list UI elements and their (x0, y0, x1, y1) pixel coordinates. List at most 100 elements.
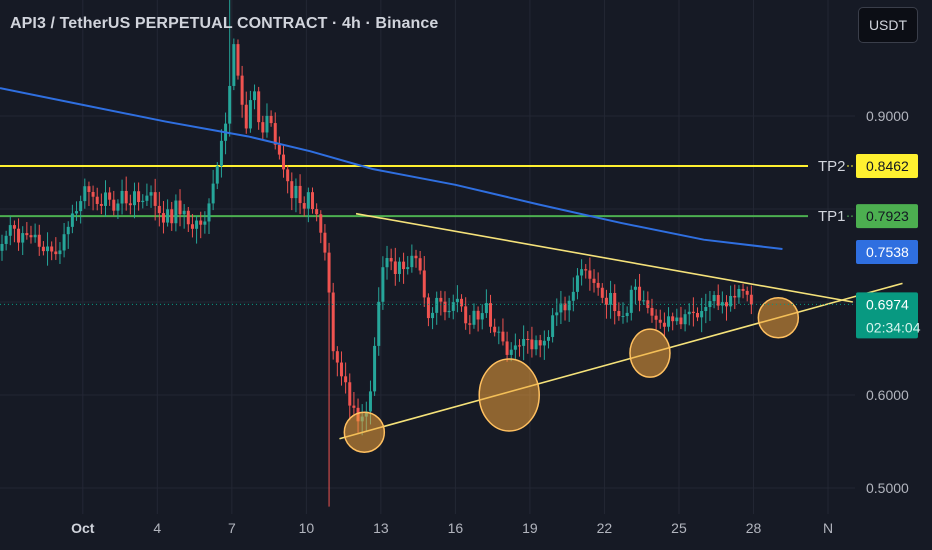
candle-body (50, 246, 54, 252)
candle-body (687, 311, 691, 315)
candle-body (75, 211, 79, 214)
candle-body (145, 195, 149, 201)
candle-body (319, 214, 323, 233)
candle-body (54, 251, 58, 255)
candle-body (339, 362, 343, 377)
candle-body (741, 288, 745, 291)
candle-body (604, 297, 608, 305)
candle-body (381, 267, 385, 302)
candle-body (633, 286, 637, 290)
candle-body (153, 192, 157, 206)
candle-body (518, 345, 521, 347)
candle-body (435, 297, 439, 313)
candle-body (414, 255, 418, 259)
candle-body (530, 339, 534, 350)
candle-body (62, 234, 66, 251)
time-tick-label: 22 (597, 520, 613, 536)
grid (0, 0, 855, 514)
candle-body (617, 311, 621, 317)
candle-body (642, 300, 646, 302)
candle-body (21, 233, 25, 243)
support-touch-circle (629, 328, 671, 378)
candle-body (182, 210, 186, 215)
candle-body (654, 315, 658, 320)
candle-body (480, 313, 484, 320)
candle-body (286, 169, 290, 182)
candle-body (708, 301, 712, 308)
candle-body (352, 405, 356, 408)
candle-body (696, 312, 700, 318)
time-tick-label: 10 (299, 520, 315, 536)
price-tag-ma-text: 0.7538 (866, 244, 909, 260)
price-tags: 0.8462 0.7923 0.7538 0.6974 02:34:04 (856, 154, 921, 339)
candle-body (460, 298, 464, 307)
candle-body (302, 203, 306, 209)
candle-body (273, 123, 277, 145)
candle-body (422, 270, 426, 298)
candle-body (559, 303, 563, 313)
candle-body (551, 315, 555, 337)
candle-body (513, 345, 517, 350)
candle-body (609, 292, 613, 305)
candle-body (25, 233, 29, 236)
candle-body (157, 205, 161, 214)
candle-body (261, 122, 265, 133)
price-tick-label: 0.9000 (866, 108, 909, 124)
candle-body (745, 290, 749, 295)
candle-body (716, 295, 720, 306)
candle-body (178, 200, 182, 215)
candle-body (468, 323, 472, 325)
support-touch-circle (478, 358, 540, 432)
candle-body (389, 258, 393, 262)
candle-body (431, 312, 435, 319)
candle-body (282, 154, 286, 170)
candle-body (534, 340, 538, 350)
candle-body (108, 192, 112, 200)
time-tick-label: 13 (373, 520, 389, 536)
candle-body (124, 190, 128, 204)
candle-body (149, 192, 153, 196)
candle-body (4, 235, 8, 244)
candle-body (439, 297, 443, 302)
candle-body (70, 213, 74, 227)
candle-body (712, 295, 716, 302)
price-tag-tp1-text: 0.7923 (866, 208, 909, 224)
candle-body (385, 258, 389, 268)
candle-body (348, 382, 352, 406)
candle-body (625, 312, 629, 317)
candle-body (571, 291, 575, 301)
support-touch-circle (343, 411, 386, 453)
price-tag-tp1-box (856, 204, 918, 229)
candle-body (671, 316, 675, 322)
candle-body (629, 289, 633, 313)
candle-body (344, 376, 348, 383)
candle-body (567, 300, 571, 311)
candle-body (240, 75, 244, 105)
candle-body (426, 297, 430, 319)
candle-body (215, 166, 219, 184)
candle-body (232, 44, 236, 86)
candle-body (207, 203, 211, 222)
candle-body (277, 144, 281, 155)
time-axis[interactable]: Oct 4 7 10 13 16 19 22 25 28 N (71, 520, 833, 536)
time-tick-label: 25 (671, 520, 687, 536)
candle-body (166, 209, 170, 223)
candle-body (737, 288, 741, 298)
candle-body (613, 292, 617, 312)
candle-body (464, 306, 468, 324)
candle-body (257, 91, 261, 123)
candle-body (683, 314, 687, 325)
candle-body (12, 225, 16, 229)
candle-body (265, 115, 269, 133)
candle-body (87, 186, 91, 192)
price-axis[interactable]: 0.9000 0.6000 0.5000 (866, 108, 909, 496)
currency-button[interactable]: USDT (858, 7, 918, 43)
candle-body (501, 331, 505, 342)
candle-body (37, 234, 41, 247)
candle-body (373, 345, 377, 392)
candle-body (99, 203, 103, 206)
candle-body (575, 275, 579, 292)
candle-body (397, 261, 401, 275)
candle-body (443, 301, 447, 313)
